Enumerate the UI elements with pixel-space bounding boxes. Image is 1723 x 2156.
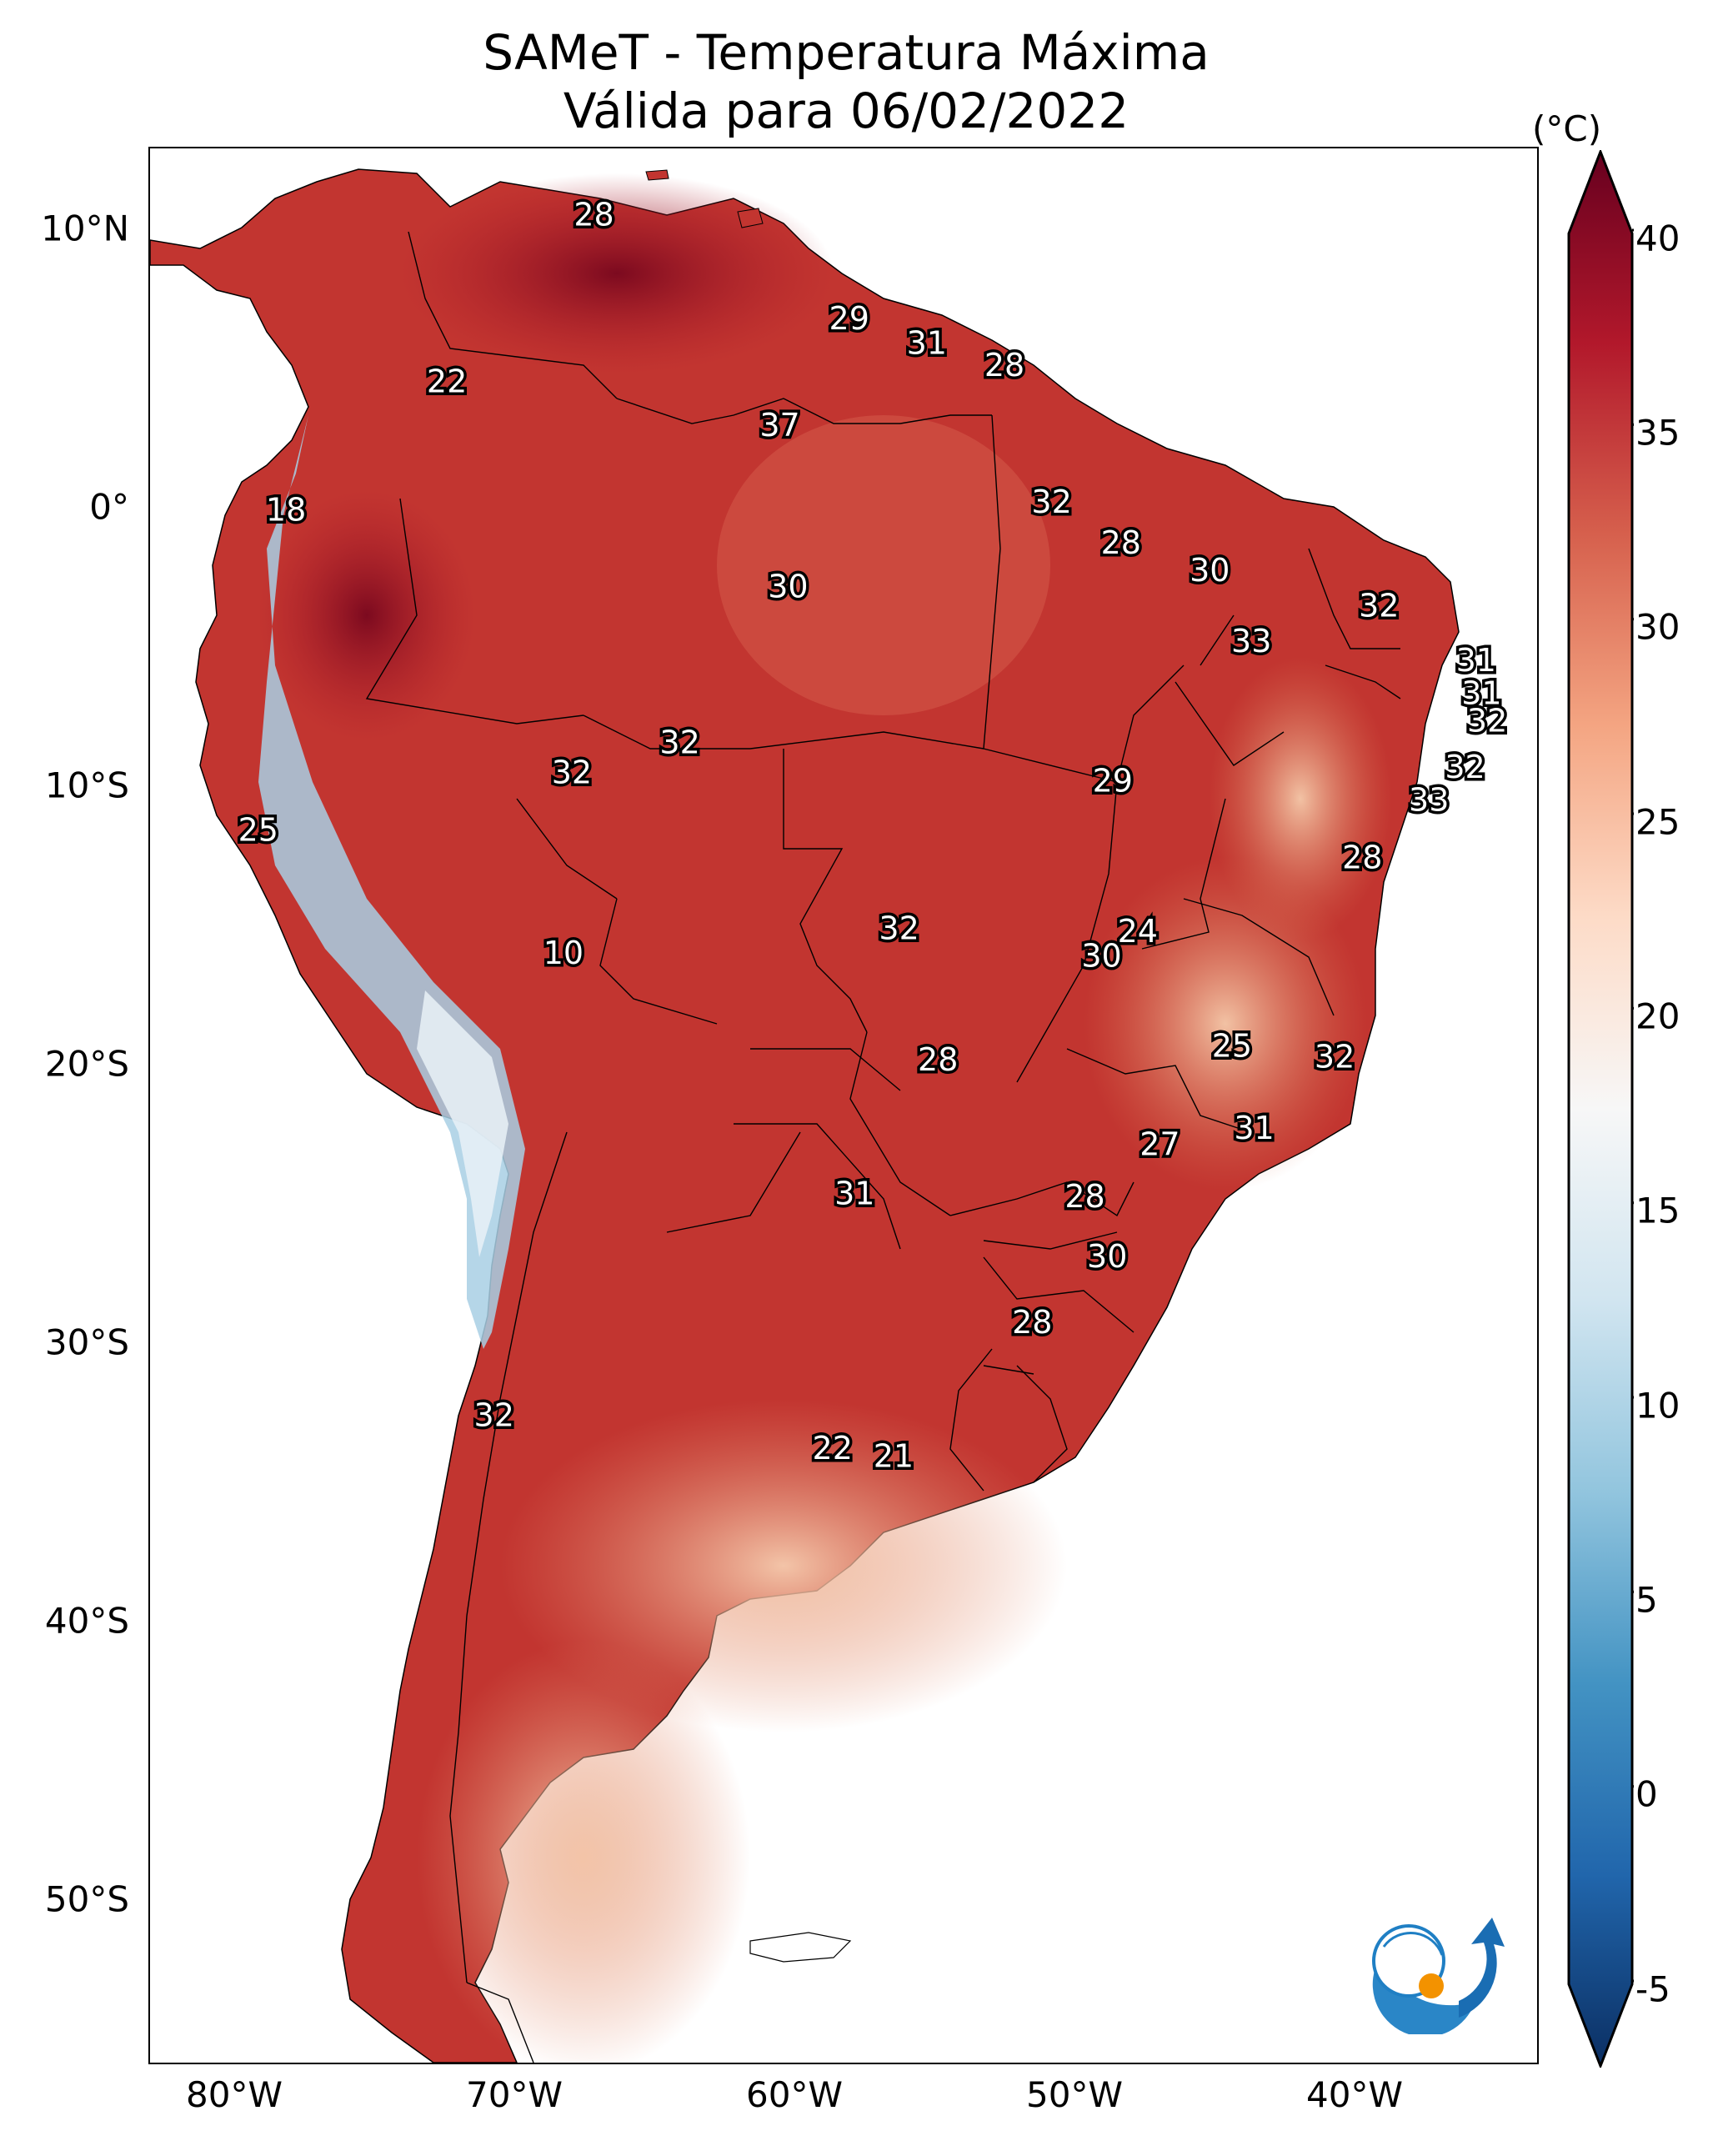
cb-tick-40: 40 xyxy=(1635,218,1680,259)
mild-zone-bahia xyxy=(1209,657,1392,940)
title-line-2: Válida para 06/02/2022 xyxy=(563,83,1129,139)
temperature-label: 28 xyxy=(984,347,1024,384)
x-tick-80w: 80°W xyxy=(186,2074,283,2115)
caribbean-island-margarita xyxy=(645,169,669,181)
caribbean-island-trinidad xyxy=(737,208,764,228)
y-tick-10s: 10°S xyxy=(44,765,129,806)
temperature-label: 29 xyxy=(829,300,869,337)
y-tick-30s: 30°S xyxy=(44,1321,129,1363)
x-tick-50w: 50°W xyxy=(1026,2074,1123,2115)
temperature-label: 25 xyxy=(1212,1028,1252,1065)
inpe-logo xyxy=(1372,1918,1505,2034)
x-tick-40w: 40°W xyxy=(1306,2074,1403,2115)
temperature-label: 28 xyxy=(918,1041,958,1078)
colorbar-body xyxy=(1567,150,1634,2068)
temperature-label: 25 xyxy=(238,812,278,849)
temperature-label: 29 xyxy=(1093,763,1133,800)
temperature-label: 33 xyxy=(1231,623,1271,659)
y-tick-0: 0° xyxy=(89,486,129,528)
temperature-label: 37 xyxy=(759,407,799,444)
temperature-label: 32 xyxy=(1467,702,1507,739)
temperature-label: 31 xyxy=(1461,675,1501,712)
map-title: SAMeT - Temperatura Máxima Válida para 0… xyxy=(150,23,1542,140)
cb-tick-0: 0 xyxy=(1635,1773,1658,1815)
cb-tick-15: 15 xyxy=(1635,1190,1680,1231)
temperature-label: 32 xyxy=(552,755,592,791)
colorbar xyxy=(1567,150,1634,2068)
cb-tick-25: 25 xyxy=(1635,801,1680,843)
title-line-1: SAMeT - Temperatura Máxima xyxy=(483,24,1210,81)
temperature-label: 10 xyxy=(543,935,584,971)
temperature-label: 30 xyxy=(768,569,808,605)
falkland-islands xyxy=(749,1932,852,1963)
temperature-label: 32 xyxy=(1359,588,1399,624)
temperature-label: 24 xyxy=(1118,913,1158,950)
temperature-label: 33 xyxy=(1409,781,1449,818)
x-tick-60w: 60°W xyxy=(746,2074,843,2115)
temperature-label: 31 xyxy=(907,325,947,362)
x-tick-70w: 70°W xyxy=(466,2074,563,2115)
mild-zone-pampas xyxy=(500,1399,1067,1732)
temperature-label: 32 xyxy=(659,725,699,761)
temperature-label: 32 xyxy=(1315,1039,1355,1075)
cb-tick-30: 30 xyxy=(1635,606,1680,648)
y-tick-50s: 50°S xyxy=(44,1878,129,1920)
mild-zone-patagonia xyxy=(417,1641,750,2063)
temperature-label: 28 xyxy=(573,197,614,233)
temperature-label: 28 xyxy=(1012,1304,1052,1341)
cb-tick-5: 5 xyxy=(1635,1579,1658,1621)
hot-zone-amazon-west xyxy=(258,490,475,740)
cb-tick-35: 35 xyxy=(1635,412,1680,454)
temperature-label: 27 xyxy=(1139,1126,1180,1163)
temperature-label: 30 xyxy=(1190,552,1230,589)
hot-zone-north xyxy=(400,173,834,374)
temperature-label: 30 xyxy=(1081,937,1121,974)
temperature-label: 28 xyxy=(1064,1178,1104,1215)
temperature-label: 32 xyxy=(879,910,919,947)
temperature-label: 22 xyxy=(427,364,467,400)
y-tick-40s: 40°S xyxy=(44,1600,129,1642)
cb-tick-10: 10 xyxy=(1635,1385,1680,1426)
political-borders xyxy=(365,231,1401,2063)
colorbar-unit: (°C) xyxy=(1532,108,1602,149)
mild-zone-southeast xyxy=(1084,857,1367,1191)
temperature-label: 18 xyxy=(266,492,306,529)
temperature-label: 32 xyxy=(1445,749,1485,785)
temperature-label: 30 xyxy=(1087,1238,1127,1275)
cb-tick-minus5: -5 xyxy=(1635,1968,1670,2010)
temperature-label: 21 xyxy=(874,1438,914,1475)
temperature-label: 28 xyxy=(1101,524,1141,561)
temperature-label: 31 xyxy=(834,1176,874,1212)
temperature-label: 31 xyxy=(1234,1110,1274,1146)
temperature-label: 28 xyxy=(1342,839,1382,875)
andes-snow-core xyxy=(417,990,508,1257)
temperature-label: 32 xyxy=(474,1396,514,1433)
temperature-label: 32 xyxy=(1031,484,1071,520)
map-frame: 28 29 31 28 22 37 18 32 30 28 30 32 33 31 31 32 32 32 29 32… xyxy=(148,147,1539,2064)
temperature-label: 22 xyxy=(813,1430,853,1467)
temperature-label: 31 xyxy=(1456,642,1496,679)
y-tick-20s: 20°S xyxy=(44,1043,129,1085)
y-tick-10n: 10°N xyxy=(41,208,129,249)
cb-tick-20: 20 xyxy=(1635,995,1680,1037)
warm-zone-para xyxy=(717,415,1050,715)
